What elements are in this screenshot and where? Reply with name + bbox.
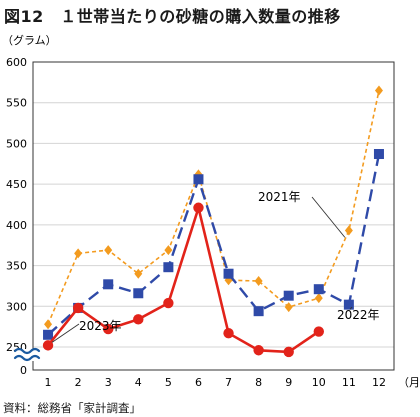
x-tick-label: 11	[342, 376, 356, 389]
data-point	[74, 248, 83, 259]
series-label: 2021年	[258, 190, 301, 204]
data-point	[104, 245, 113, 256]
series-group	[42, 85, 384, 358]
data-point	[103, 323, 114, 335]
y-tick-label: 400	[6, 219, 27, 232]
y-tick-label: 450	[6, 178, 27, 191]
series-line	[46, 202, 320, 354]
data-point	[253, 306, 264, 317]
series-label: 2022年	[337, 308, 380, 322]
data-point	[72, 302, 84, 314]
x-tick-label: 9	[285, 376, 292, 389]
label-leader-line	[349, 306, 353, 310]
data-point	[223, 327, 234, 339]
x-tick-label: 5	[165, 376, 172, 389]
data-point	[314, 293, 323, 304]
y-tick-label: 300	[6, 300, 27, 313]
series-line	[47, 90, 380, 325]
series-label: 2023年	[79, 319, 122, 333]
data-point	[44, 319, 53, 330]
chart-title: 図12 １世帯当たりの砂糖の購入数量の推移	[4, 7, 341, 26]
data-point	[43, 329, 54, 340]
data-point	[313, 284, 324, 295]
x-tick-label: 3	[105, 376, 112, 389]
data-point	[343, 299, 354, 310]
data-point	[42, 340, 54, 351]
data-point	[133, 288, 144, 299]
axis-break-wave	[13, 347, 41, 355]
data-point	[313, 326, 324, 337]
x-axis-ticks: 1 2 3 4 5 6 7 8 9 10 11 12	[45, 376, 386, 389]
grid-lines	[33, 61, 394, 348]
x-axis-unit-label: （月）	[398, 376, 420, 389]
x-tick-label: 2	[75, 376, 82, 389]
y-tick-label: 500	[6, 137, 27, 150]
data-point	[374, 85, 383, 96]
x-tick-label: 4	[135, 376, 142, 389]
source-note: 資料：総務省「家計調査」	[3, 401, 141, 415]
x-tick-label: 10	[312, 376, 326, 389]
data-point	[253, 345, 264, 356]
axis-break-wave	[13, 354, 41, 362]
series-line	[47, 153, 381, 336]
y-tick-label: 0	[20, 364, 27, 377]
data-point	[344, 225, 353, 236]
plot-frame	[32, 61, 395, 371]
x-tick-label: 1	[45, 376, 52, 389]
y-tick-label: 350	[6, 260, 27, 273]
data-point	[193, 174, 204, 185]
data-point	[254, 276, 263, 287]
x-tick-label: 7	[225, 376, 232, 389]
y-tick-label: 550	[6, 97, 27, 110]
data-point	[133, 314, 144, 325]
y-tick-label: 600	[6, 56, 27, 69]
x-tick-label: 8	[255, 376, 262, 389]
label-leader-line	[311, 196, 346, 238]
data-point	[163, 297, 174, 309]
data-point	[283, 346, 294, 358]
x-tick-label: 6	[195, 376, 202, 389]
series-labels: 2021年 2022年 2023年	[51, 190, 380, 343]
data-point	[163, 262, 174, 273]
label-leader-line	[51, 323, 80, 343]
data-point	[373, 149, 384, 160]
data-point	[164, 245, 173, 256]
data-point	[103, 279, 114, 290]
x-tick-label: 12	[372, 376, 386, 389]
data-point	[284, 302, 293, 313]
data-point	[283, 290, 294, 301]
data-point	[223, 268, 234, 279]
axis-break-symbol	[13, 347, 41, 362]
data-point	[193, 202, 204, 213]
y-axis-unit-label: （グラム）	[2, 33, 57, 47]
data-point	[134, 268, 143, 279]
